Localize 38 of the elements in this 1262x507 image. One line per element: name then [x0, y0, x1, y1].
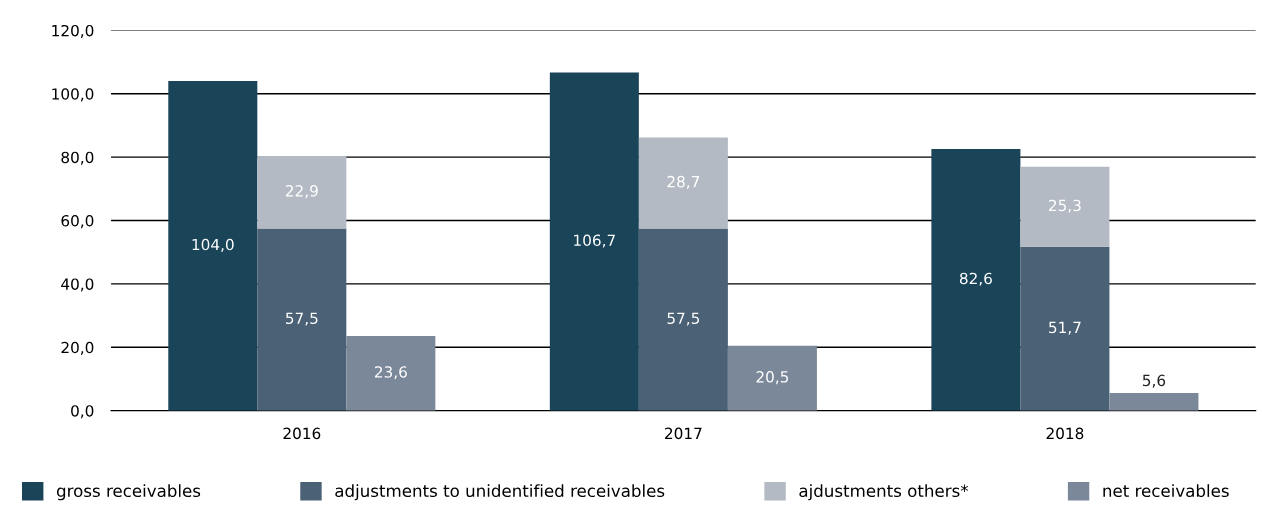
data-label: 25,3 [1049, 199, 1081, 213]
bar [1020, 166, 1110, 247]
data-label: 57,5 [286, 312, 318, 326]
bar [638, 137, 728, 229]
data-label: 57,5 [667, 312, 700, 326]
legend-label: ajdustments others* [799, 484, 969, 501]
y-tick-label: 80,0 [61, 151, 94, 165]
data-label: 82,6 [959, 272, 992, 286]
y-tick-label: 100,0 [52, 88, 94, 102]
y-tick-label: 20,0 [61, 341, 94, 355]
x-tick-label: 2018 [1046, 427, 1084, 440]
bar [168, 81, 258, 411]
bar [346, 335, 436, 411]
legend-label: gross receivables [56, 484, 201, 501]
bar [1020, 246, 1110, 411]
bar [1109, 392, 1199, 411]
y-tick-label: 120,0 [52, 24, 94, 38]
data-label: 106,7 [574, 234, 615, 248]
data-label: 5,6 [1142, 374, 1166, 388]
legend-label: adjustments to unidentified receivables [335, 484, 665, 501]
bar [257, 155, 347, 229]
bar [727, 345, 817, 411]
bar [549, 72, 639, 411]
data-label: 28,7 [667, 175, 700, 189]
x-tick-label: 2016 [283, 427, 321, 440]
y-tick-label: 60,0 [61, 215, 94, 229]
bar [638, 228, 728, 411]
y-tick-label: 0,0 [71, 405, 94, 419]
y-tick-label: 40,0 [61, 278, 94, 292]
data-label: 22,9 [285, 185, 318, 199]
data-label: 23,6 [374, 366, 407, 380]
data-label: 104,0 [192, 238, 234, 252]
legend-label: net receivables [1103, 484, 1229, 498]
bar [257, 228, 347, 411]
data-label: 51,7 [1049, 321, 1081, 335]
bar [931, 148, 1021, 411]
x-tick-label: 2017 [665, 427, 702, 440]
data-label: 20,5 [756, 371, 789, 385]
